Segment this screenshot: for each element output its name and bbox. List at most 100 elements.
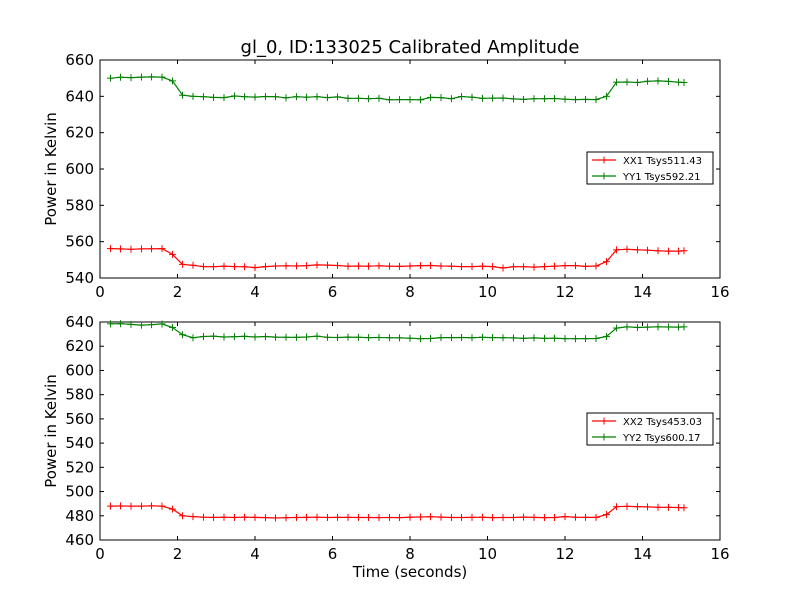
legend-label-0: XX2 Tsys453.03 (623, 417, 702, 428)
data-point (633, 79, 641, 87)
data-point (323, 94, 331, 102)
data-point (375, 514, 383, 522)
data-point (623, 78, 631, 86)
x-tick-label: 10 (478, 283, 497, 301)
data-point (158, 502, 166, 510)
data-point (106, 245, 114, 253)
data-point (520, 95, 528, 103)
data-point (210, 332, 218, 340)
data-point (396, 262, 404, 270)
data-point (571, 262, 579, 270)
data-point (468, 93, 476, 101)
data-point (292, 513, 300, 521)
y-tick-label: 540 (65, 434, 94, 452)
data-point (437, 513, 445, 521)
data-point (148, 321, 156, 329)
data-point (509, 263, 517, 271)
data-point (199, 333, 207, 341)
data-point (509, 95, 517, 103)
data-point (303, 513, 311, 521)
data-point (551, 513, 559, 521)
x-tick-label: 6 (328, 283, 338, 301)
data-point (168, 250, 176, 258)
data-point (468, 513, 476, 521)
data-point (179, 331, 187, 339)
data-point (509, 513, 517, 521)
x-tick-label: 0 (95, 283, 105, 301)
data-point (396, 334, 404, 342)
data-point (551, 334, 559, 342)
data-point (437, 262, 445, 270)
y-tick-label: 660 (65, 51, 94, 69)
data-point (499, 513, 507, 521)
data-point (189, 261, 197, 269)
data-point (406, 513, 414, 521)
y-tick-label: 640 (65, 313, 94, 331)
data-point (447, 334, 455, 342)
data-point (602, 333, 610, 341)
data-point (592, 262, 600, 270)
data-point (592, 513, 600, 521)
data-point (261, 333, 269, 341)
data-point (189, 92, 197, 100)
data-point (334, 334, 342, 342)
data-point (148, 245, 156, 253)
y-tick-label: 540 (65, 269, 94, 287)
data-point (210, 263, 218, 271)
data-point (437, 94, 445, 102)
data-point (282, 94, 290, 102)
data-point (633, 323, 641, 331)
x-tick-label: 2 (173, 545, 183, 563)
data-point (365, 334, 373, 342)
x-axis-label: Time (seconds) (352, 563, 468, 581)
data-point (633, 246, 641, 254)
data-point (199, 93, 207, 101)
data-point (447, 95, 455, 103)
x-tick-label: 12 (555, 545, 574, 563)
data-point (416, 262, 424, 270)
data-point (489, 334, 497, 342)
data-point (179, 91, 187, 99)
x-tick-label: 10 (478, 545, 497, 563)
data-point (396, 96, 404, 104)
data-point (241, 93, 249, 101)
data-point (261, 263, 269, 271)
data-point (137, 245, 145, 253)
data-point (654, 323, 662, 331)
data-point (272, 262, 280, 270)
data-point (303, 262, 311, 270)
data-point (509, 334, 517, 342)
data-point (344, 513, 352, 521)
data-point (530, 334, 538, 342)
data-point (106, 502, 114, 510)
data-point (117, 245, 125, 253)
data-point (520, 263, 528, 271)
legend-box (586, 151, 714, 185)
data-point (551, 262, 559, 270)
data-point (613, 503, 621, 511)
data-point (251, 513, 259, 521)
data-point (489, 263, 497, 271)
data-point (179, 512, 187, 520)
data-point (168, 77, 176, 85)
data-point (272, 93, 280, 101)
data-point (365, 513, 373, 521)
y-tick-label: 620 (65, 124, 94, 142)
x-tick-label: 12 (555, 283, 574, 301)
data-point (406, 262, 414, 270)
data-point (582, 513, 590, 521)
data-point (220, 513, 228, 521)
x-tick-label: 6 (328, 545, 338, 563)
data-point (633, 503, 641, 511)
data-point (272, 514, 280, 522)
data-point (582, 95, 590, 103)
legend: XX1 Tsys511.43 YY1 Tsys592.21 (586, 151, 714, 185)
data-point (499, 334, 507, 342)
figure-title: gl_0, ID:133025 Calibrated Amplitude (241, 37, 580, 58)
data-point (272, 333, 280, 341)
data-point (427, 334, 435, 342)
data-point (406, 334, 414, 342)
data-point (117, 73, 125, 81)
data-point (375, 94, 383, 102)
x-tick-label: 8 (405, 283, 415, 301)
